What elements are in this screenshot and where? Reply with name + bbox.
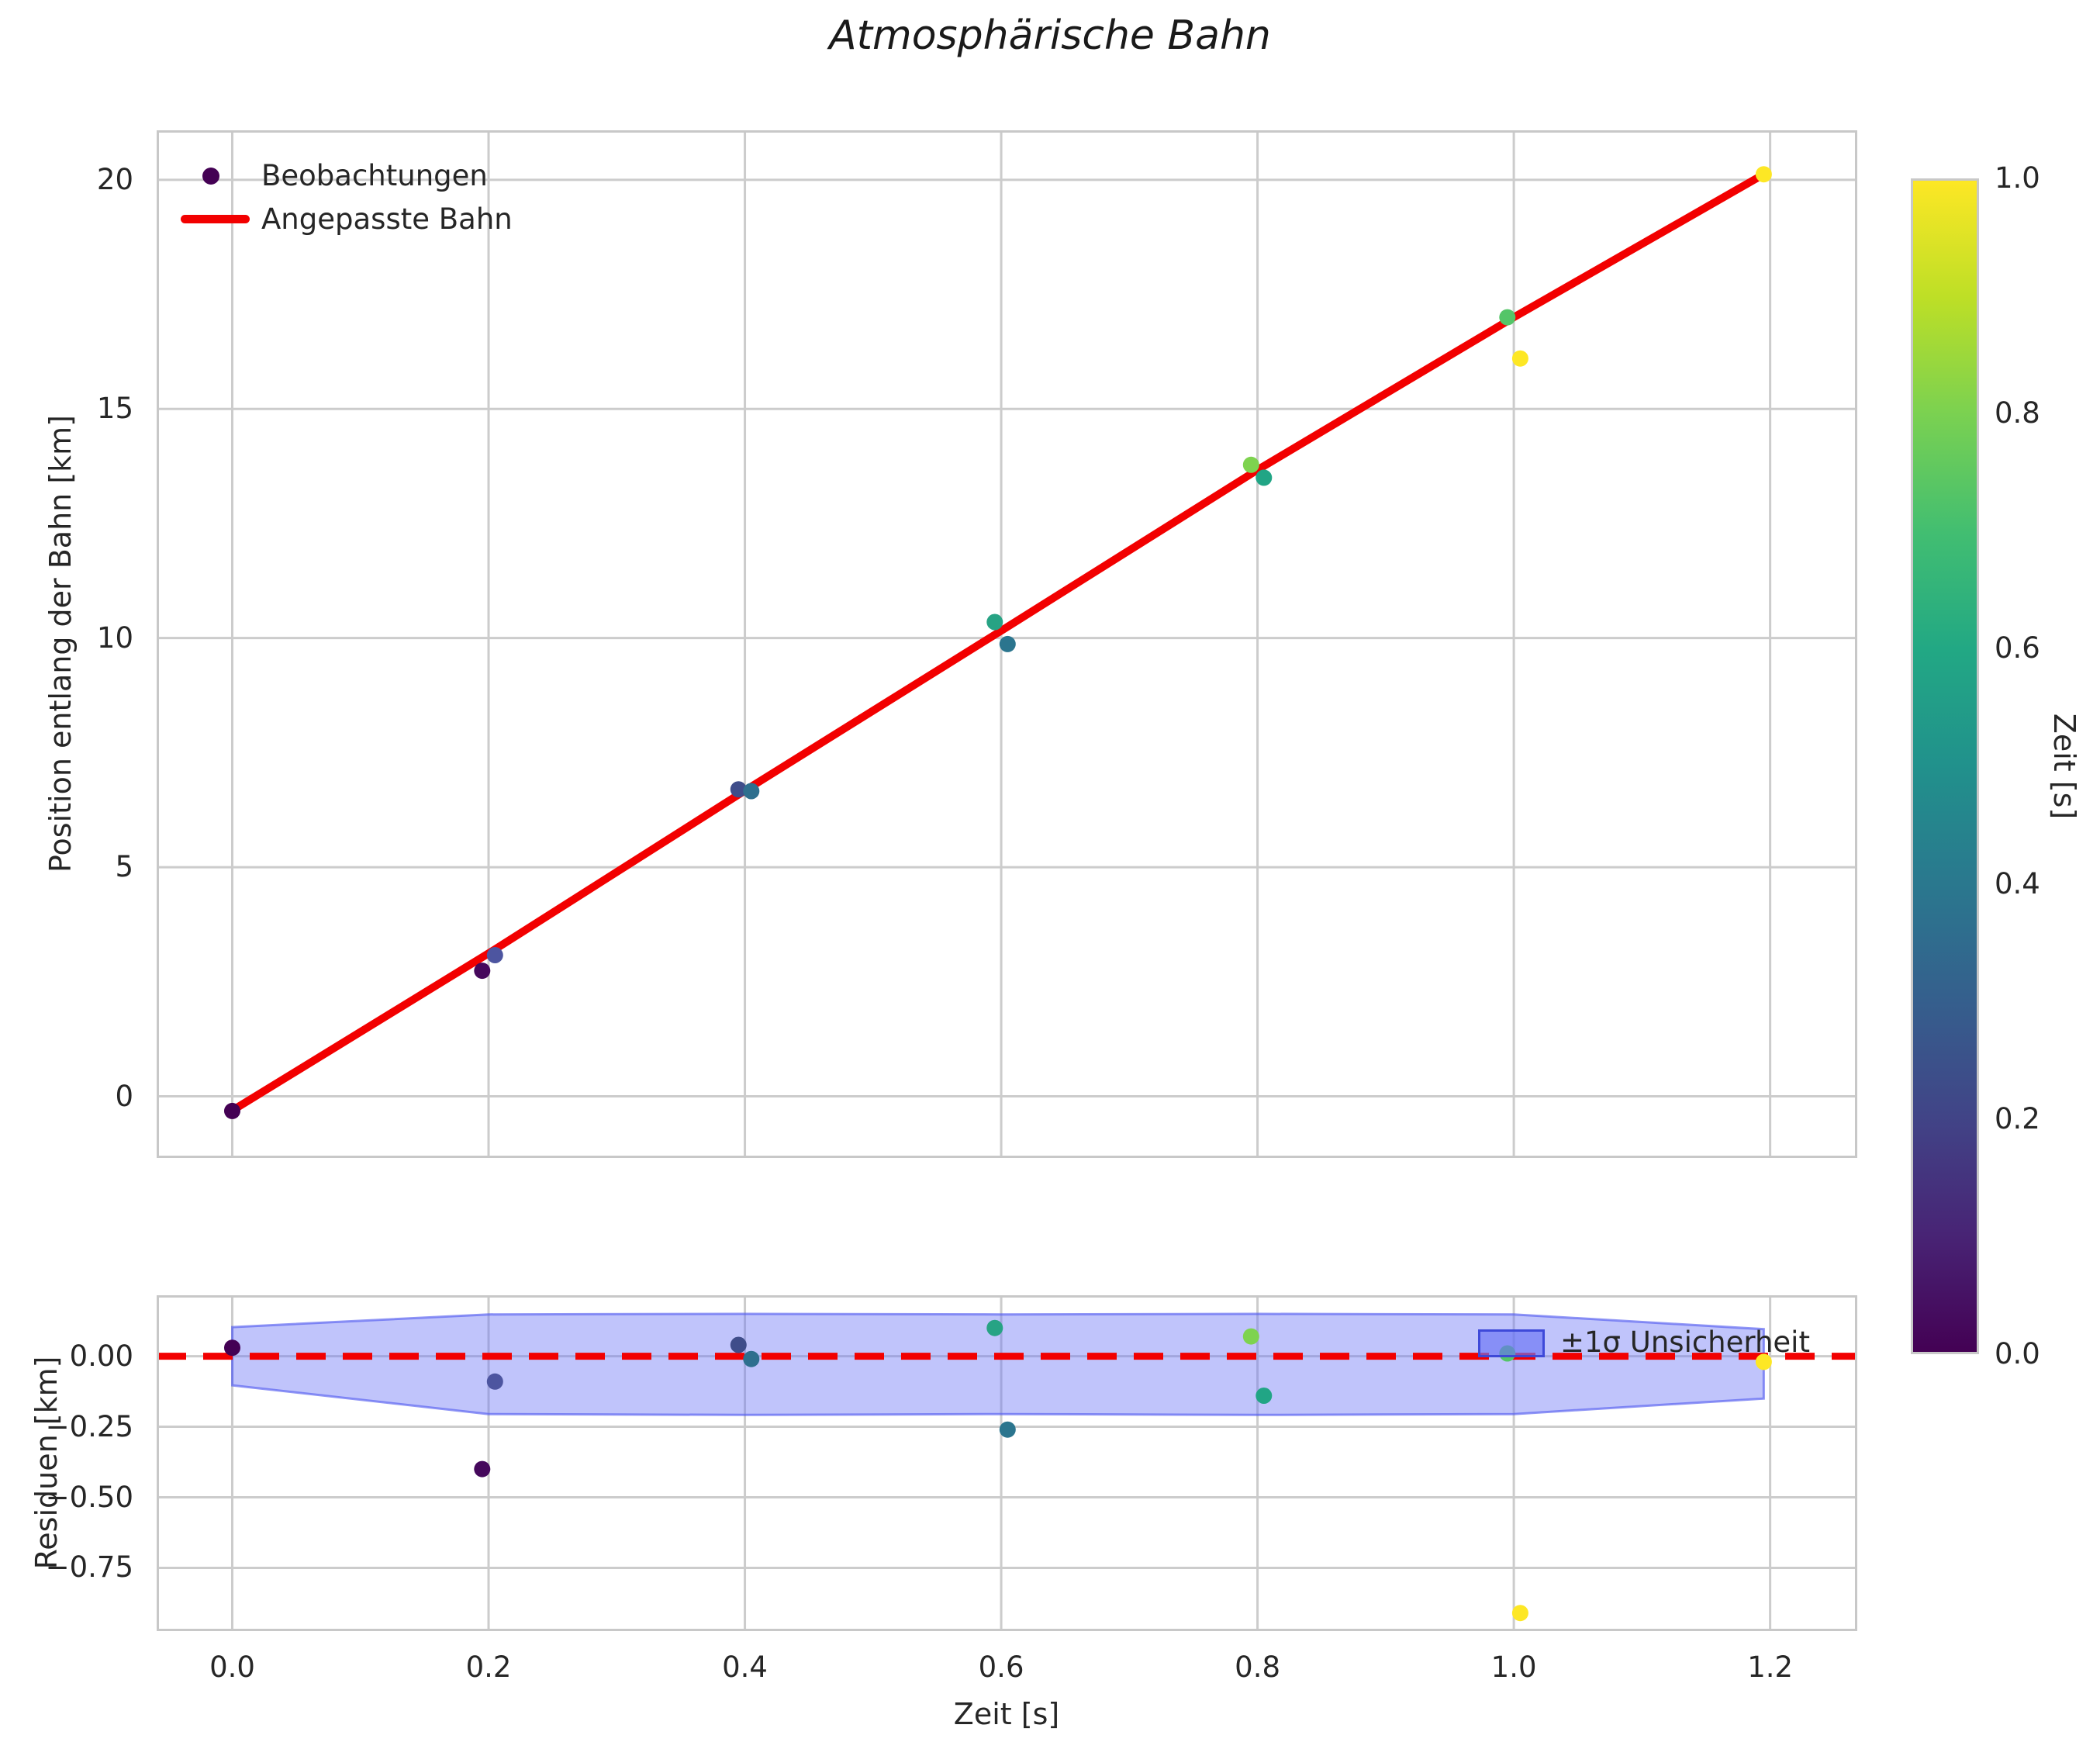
residual-point (743, 1350, 760, 1367)
colorbar-tick-label: 0.8 (1995, 396, 2040, 430)
observation-point (730, 781, 747, 798)
residual-point (986, 1319, 1003, 1336)
trajectory-y-tick-label: 0 (115, 1079, 133, 1113)
figure-title: Atmosphärische Bahn (829, 12, 1271, 59)
colorbar-tick-label: 0.0 (1995, 1337, 2040, 1370)
colorbar-tick-label: 0.4 (1995, 866, 2040, 900)
residual-point (1755, 1353, 1772, 1370)
colorbar (1911, 178, 1979, 1354)
colorbar-label: Zeit [s] (2047, 713, 2081, 820)
legend-label-observations: Beobachtungen (261, 159, 488, 192)
legend-marker-fit-line (181, 215, 250, 223)
x-tick-label: 0.2 (465, 1650, 512, 1684)
observation-point (474, 963, 491, 980)
observation-point (999, 635, 1016, 652)
x-tick-label: 0.0 (209, 1650, 255, 1684)
residual-point (999, 1421, 1016, 1438)
x-tick-label: 0.6 (978, 1650, 1024, 1684)
trajectory-y-tick-label: 15 (96, 392, 133, 426)
uncertainty-band (231, 1312, 1765, 1416)
observation-point (224, 1102, 240, 1119)
residual-point (1256, 1388, 1273, 1404)
residual-point (224, 1339, 240, 1357)
residual-point (486, 1373, 503, 1390)
legend-marker-observations (202, 168, 219, 185)
residuals-plot (157, 1295, 1857, 1631)
colorbar-tick-label: 0.6 (1995, 631, 2040, 665)
legend-marker-uncertainty-band (1478, 1329, 1545, 1357)
observation-point (1242, 456, 1259, 473)
observation-point (1755, 166, 1772, 183)
residual-point (474, 1460, 491, 1478)
residual-point (730, 1336, 747, 1353)
fit-line (228, 170, 1768, 1115)
x-tick-label: 0.4 (722, 1650, 768, 1684)
observation-point (986, 614, 1003, 631)
trajectory-y-tick-label: 10 (96, 620, 133, 655)
x-tick-label: 1.0 (1490, 1650, 1537, 1684)
observation-point (743, 783, 760, 800)
observation-point (1499, 309, 1516, 326)
colorbar-tick-label: 0.2 (1995, 1101, 2040, 1135)
residual-point (1242, 1328, 1259, 1345)
residual-point (1511, 1605, 1528, 1622)
residuals-y-tick-label: 0.00 (69, 1339, 133, 1373)
residuals-y-tick-label: −0.75 (45, 1550, 133, 1585)
legend-label-fit-line: Angepasste Bahn (261, 202, 513, 236)
trajectory-plot (157, 130, 1857, 1158)
observation-point (1511, 350, 1528, 367)
x-tick-label: 0.8 (1235, 1650, 1280, 1684)
plot-border (157, 1295, 1857, 1631)
trajectory-y-tick-label: 5 (115, 850, 133, 884)
residuals-y-tick-label: −0.25 (45, 1409, 133, 1443)
plot-border (157, 130, 1857, 1158)
residuals-y-tick-label: −0.50 (45, 1480, 133, 1514)
trajectory-y-tick-label: 20 (96, 162, 133, 196)
legend-label-uncertainty-band: ±1σ Unsicherheit (1560, 1326, 1810, 1359)
observation-point (486, 947, 503, 963)
x-tick-label: 1.2 (1747, 1650, 1794, 1684)
observation-point (1256, 469, 1273, 486)
x-axis-label: Zeit [s] (953, 1697, 1060, 1731)
residuals-y-axis-label: Residuen [km] (29, 1356, 64, 1570)
colorbar-tick-label: 1.0 (1995, 161, 2040, 195)
